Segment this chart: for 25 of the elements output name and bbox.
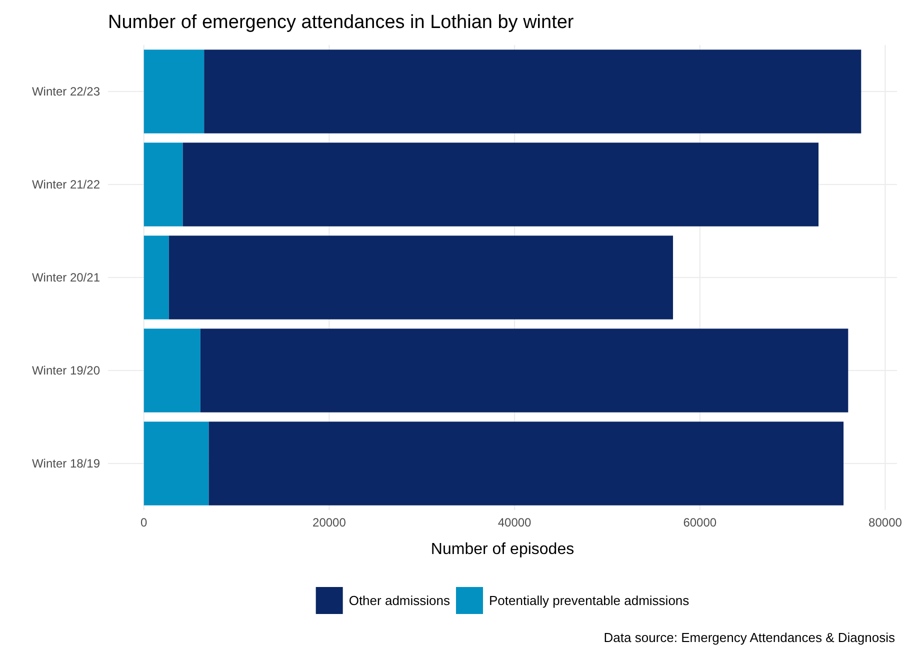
bar: [204, 50, 862, 134]
x-tick-label: 60000: [683, 516, 717, 530]
y-tick-label: Winter 22/23: [32, 84, 100, 98]
bar: [144, 50, 204, 134]
x-tick-label: 20000: [312, 516, 346, 530]
y-tick-label: Winter 20/21: [32, 270, 100, 284]
y-tick-label: Winter 19/20: [32, 363, 100, 378]
bar: [200, 328, 848, 412]
bar: [144, 422, 209, 506]
x-tick-label: 40000: [498, 516, 532, 530]
legend-label: Other admissions: [348, 593, 450, 608]
source-note: Data source: Emergency Attendances & Diagnosis: [604, 630, 896, 645]
bar: [144, 236, 169, 320]
x-tick-label: 80000: [868, 516, 902, 530]
x-tick-label: 0: [140, 516, 148, 530]
legend-label: Potentially preventable admissions: [488, 593, 690, 608]
bar: [182, 142, 819, 226]
bar: [168, 236, 674, 320]
bar: [144, 142, 183, 226]
bar: [144, 328, 200, 412]
y-tick-label: Winter 18/19: [32, 456, 100, 470]
chart-title: Number of emergency attendances in Lothian by winter: [108, 12, 574, 33]
bar: [208, 422, 844, 506]
y-tick-label: Winter 21/22: [32, 177, 100, 192]
x-axis-title: Number of episodes: [430, 541, 574, 558]
